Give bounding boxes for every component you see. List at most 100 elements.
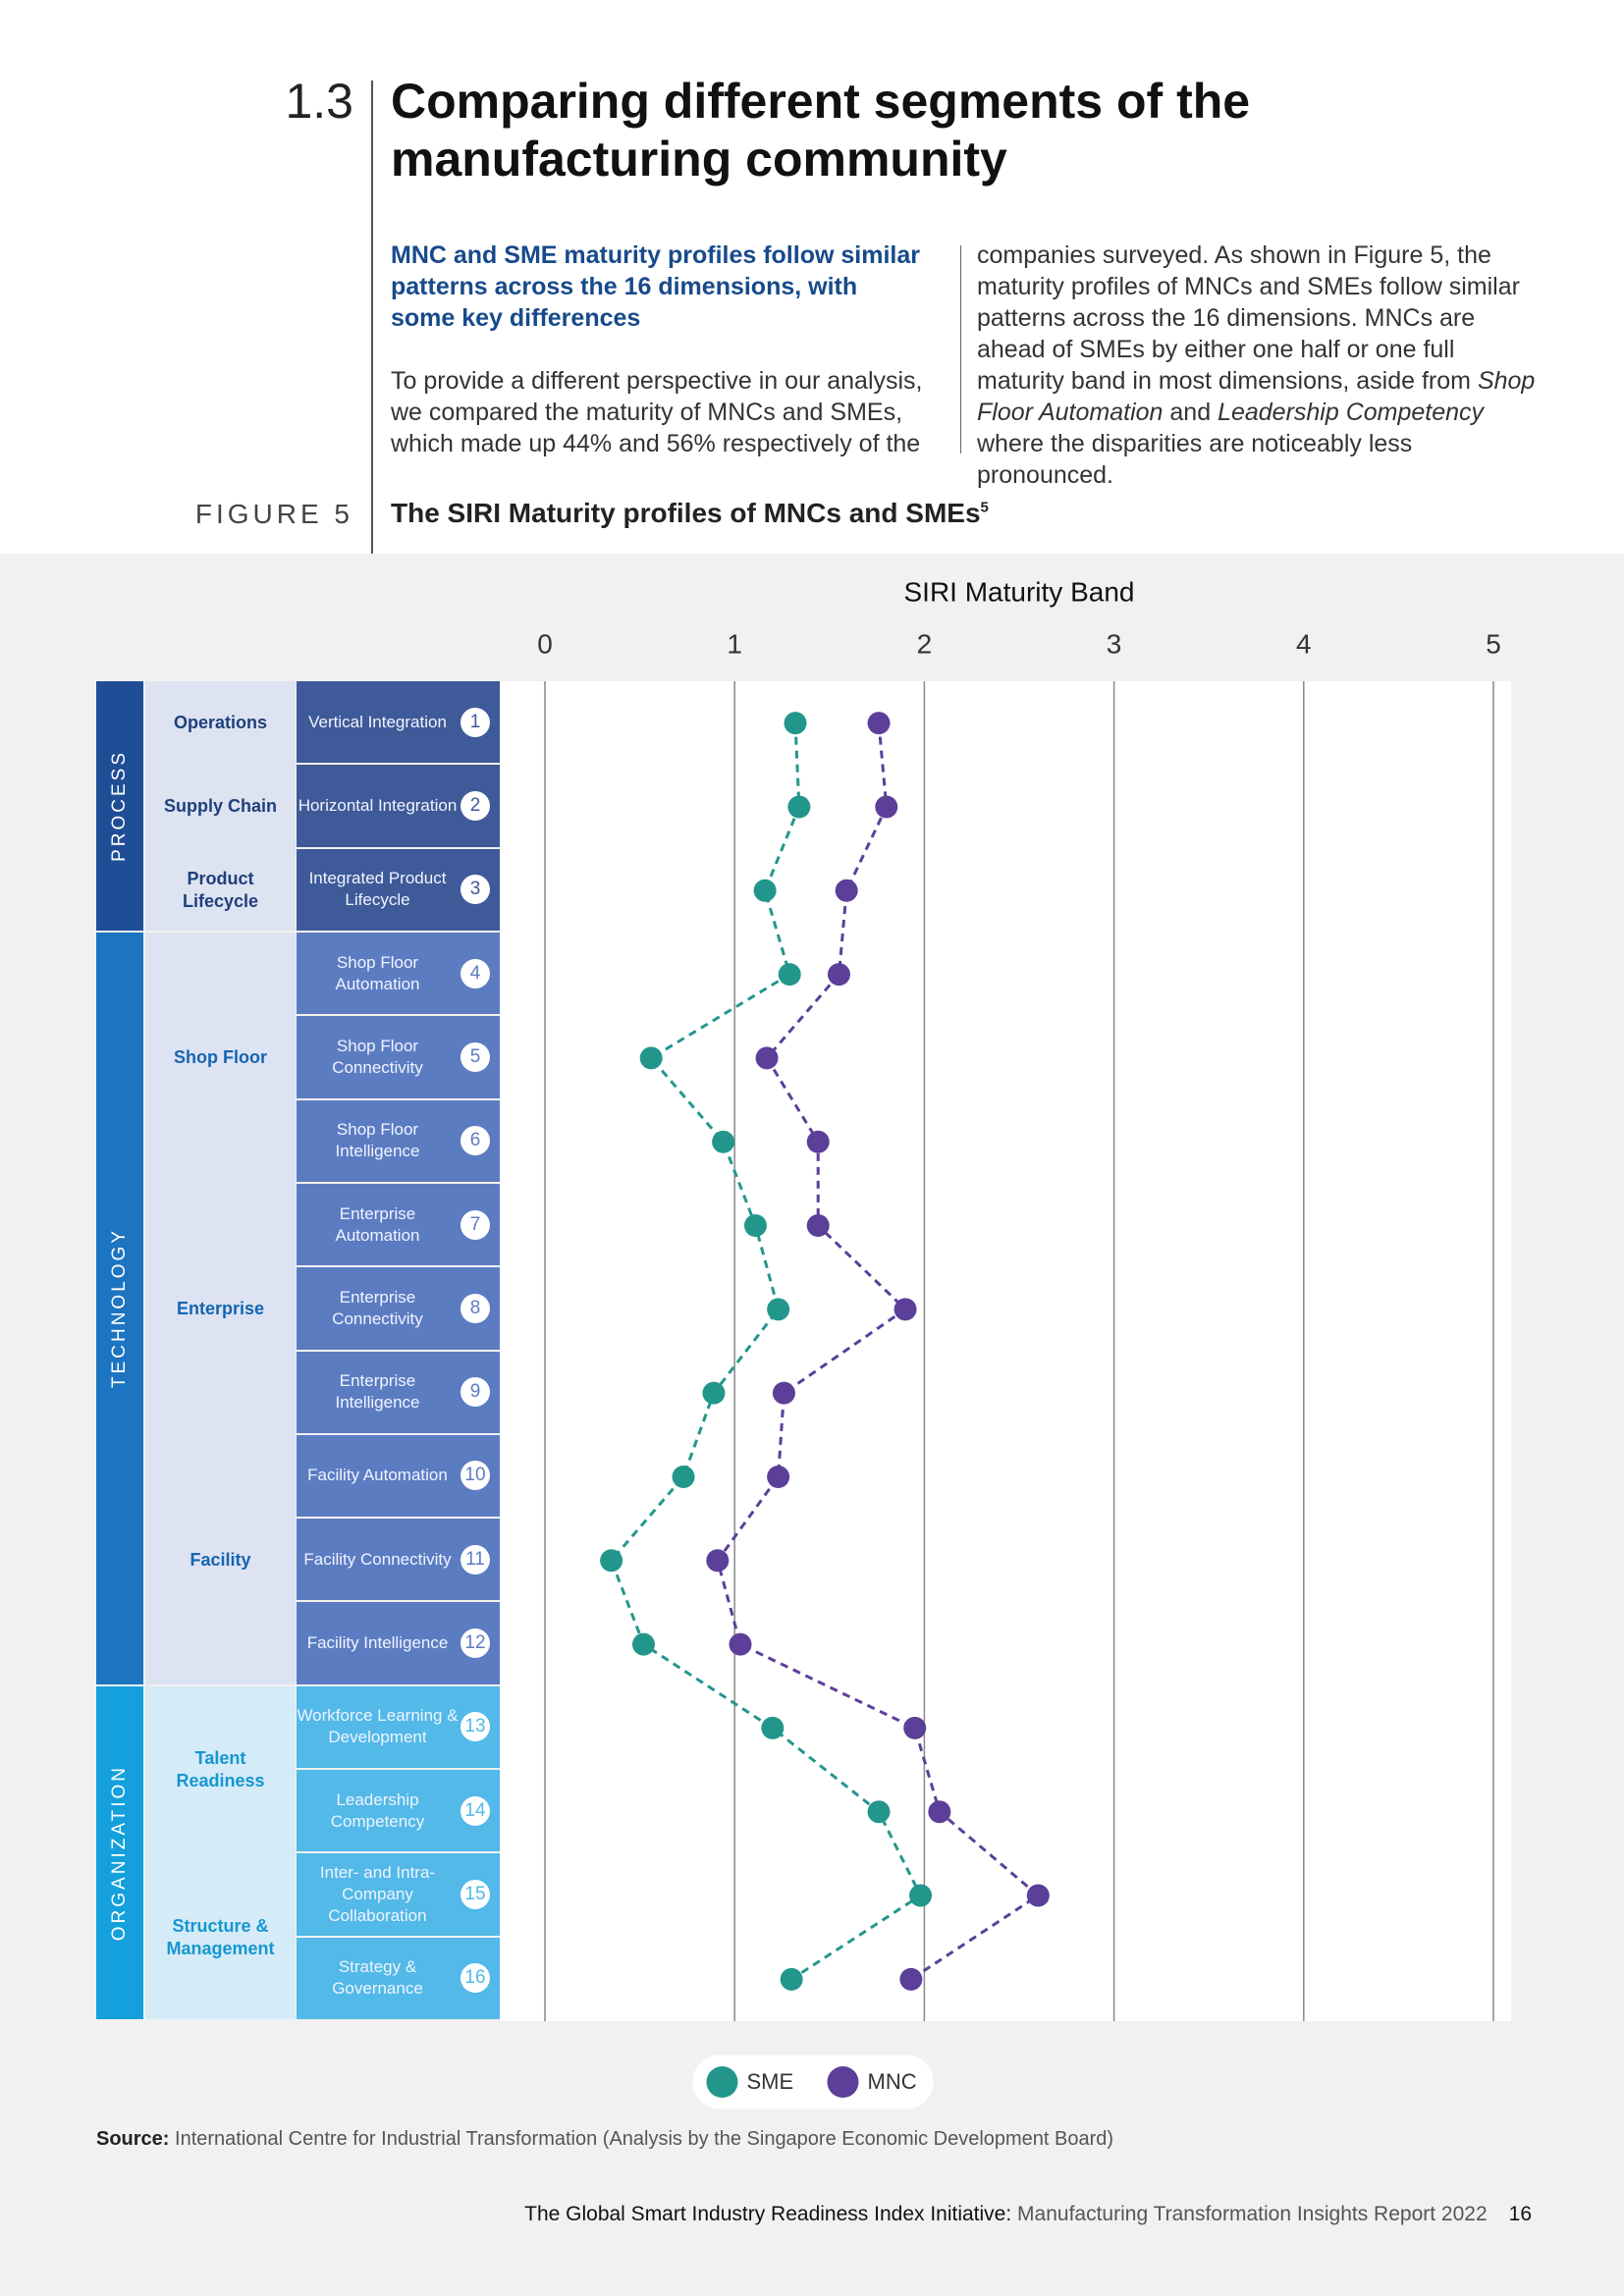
point [753,879,777,902]
legend-label: MNC [868,2069,917,2094]
block-column [145,1685,296,2019]
x-tick-label: 5 [1486,628,1501,659]
point [729,1632,752,1656]
dimension-label: Workforce Learning & Development [297,1706,459,1747]
figure-label: FIGURE 5 [194,499,353,529]
pillar: ORGANIZATION [96,1685,143,2019]
dimension: Shop Floor Automation 4 [297,932,500,1015]
legend-box [692,2055,934,2109]
dimension: Enterprise Intelligence 9 [297,1351,500,1433]
point [835,879,858,902]
plot-area [500,681,1511,2021]
caption-text: The SIRI Maturity profiles of MNCs and S… [391,498,981,528]
dimension: Strategy & Governance 16 [297,1937,500,2019]
block-column [145,932,296,1684]
point [867,1800,891,1824]
footer-series: The Global Smart Industry Readiness Inde… [524,2203,1012,2225]
dimension-label: Vertical Integration [308,712,447,731]
text-run: where the disparities are noticeably les… [977,430,1413,489]
dimension: Enterprise Connectivity 8 [297,1267,500,1350]
lead-text: MNC and SME maturity profiles follow sim… [391,241,920,332]
x-tick-label: 1 [727,628,742,659]
dimension-label: Facility Automation [307,1466,448,1485]
dimension-label: Shop Floor Automation [335,952,420,993]
point [827,963,850,987]
dimension-number: 1 [460,707,490,737]
pillar: PROCESS [96,681,143,931]
dimension: Leadership Competency 14 [297,1770,500,1852]
point [875,795,898,819]
point [600,1549,623,1573]
x-tick-label: 4 [1296,628,1312,659]
dimension-number: 14 [460,1795,490,1826]
x-tick-label: 2 [917,628,933,659]
point [712,1130,735,1153]
dimension: Enterprise Automation 7 [297,1183,500,1266]
dimension-number: 16 [460,1963,490,1994]
dimension-label: Leadership Competency [330,1789,425,1831]
dimension-label: Enterprise Automation [335,1203,420,1245]
dimension-number: 6 [460,1126,490,1156]
dimension: Shop Floor Connectivity 5 [297,1016,500,1098]
point [893,1298,917,1321]
block-label: Supply Chain [163,796,277,817]
point [702,1381,726,1405]
legend-label: SME [747,2069,794,2094]
point [767,1298,790,1321]
x-axis-title: SIRI Maturity Band [904,576,1135,607]
dimension-label: Facility Intelligence [306,1633,449,1653]
dimension-label: Enterprise Connectivity [332,1287,423,1328]
series-line [609,722,923,1981]
source-label: Source: [96,2128,170,2150]
source: Source: International Centre for Industr… [96,2128,1471,2151]
point [928,1800,951,1824]
block-label: Structure & Management [166,1915,275,1958]
dimension-label: Facility Connectivity [303,1549,452,1569]
section-number: 1.3 [285,74,353,129]
x-tick-label: 3 [1107,628,1122,659]
point [780,1967,803,1991]
dimension-number: 8 [460,1293,490,1323]
block-label: Enterprise [176,1299,265,1319]
dimension-label: Inter- and Intra-Company Collaboration [319,1863,436,1926]
dimension-number: 13 [460,1712,490,1742]
dimension-label: Integrated Product Lifecycle [308,869,447,910]
dimension: Vertical Integration 1 [297,681,500,764]
point [899,1967,923,1991]
series-line [716,722,1041,1981]
dimension: Inter- and Intra-Company Collaboration 15 [297,1853,500,1936]
dimension-number: 15 [460,1880,490,1910]
text-run: Leadership Competency [1218,399,1485,426]
dimension-number: 9 [460,1377,490,1408]
legend-swatch [706,2066,738,2098]
point [672,1465,695,1488]
point [806,1130,830,1153]
pillar: TECHNOLOGY [96,932,143,1684]
dimension: Facility Intelligence 12 [297,1602,500,1684]
dimension: Integrated Product Lifecycle 3 [297,848,500,931]
dimension-number: 11 [460,1544,490,1575]
footer: The Global Smart Industry Readiness Inde… [393,2203,1532,2226]
footer-report: Manufacturing Transformation Insights Re… [1017,2203,1488,2225]
point [806,1214,830,1238]
dimension-number: 10 [460,1461,490,1491]
dimension: Facility Connectivity 11 [297,1519,500,1601]
text-run: Shop Floor Automation [977,367,1536,426]
dimension-number: 2 [460,790,490,821]
point [778,963,801,987]
point [787,795,811,819]
block-label: Facility [189,1550,251,1571]
point [772,1381,795,1405]
point [639,1046,663,1070]
dimension-number: 5 [460,1041,490,1072]
page-number: 16 [1508,2203,1532,2225]
point [867,712,891,735]
legend-swatch [827,2066,859,2098]
source-text: International Centre for Industrial Tran… [175,2128,1114,2150]
point [903,1716,927,1739]
text-run: and [1163,399,1218,426]
point [767,1465,790,1488]
dimension-label: Shop Floor Intelligence [335,1120,420,1161]
block-label: Product Lifecycle [182,869,259,912]
